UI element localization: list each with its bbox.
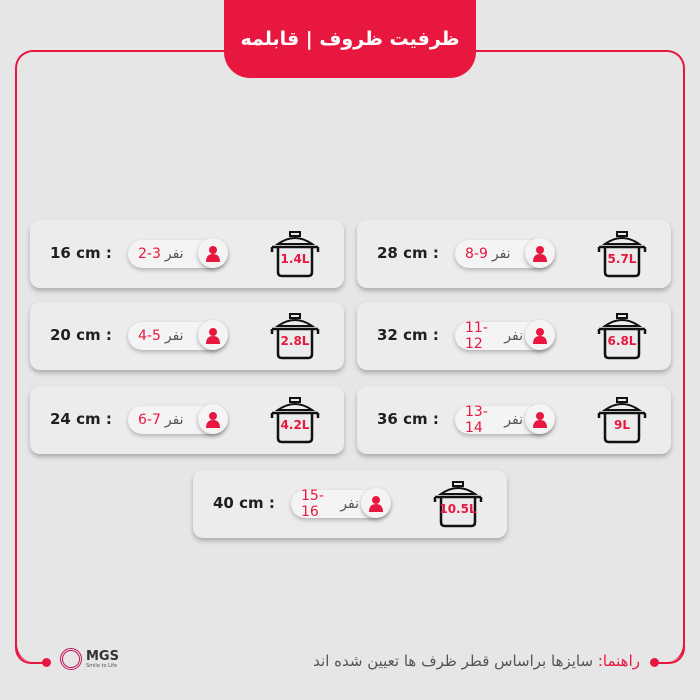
person-icon (361, 488, 391, 518)
servings-unit: نفر (340, 496, 359, 512)
servings-count: 15-16 (301, 488, 324, 520)
servings-unit: نفر (164, 328, 184, 344)
diameter-label: 20 cm : (50, 326, 112, 344)
pot-icon: 2.8L (270, 312, 320, 360)
volume-label: 6.8L (607, 334, 637, 348)
servings-count: 4-5 (138, 328, 161, 344)
person-icon (525, 404, 555, 434)
pot-icon: 5.7L (597, 230, 647, 278)
size-card: 28 cm : نفر 8-9 5.7L (357, 220, 671, 288)
footer-note: راهنما: سایزها براساس قطر ظرف ها تعیین ش… (313, 652, 640, 670)
person-icon (525, 320, 555, 350)
pot-icon: 10.5L (433, 480, 483, 528)
person-icon (525, 238, 555, 268)
volume-label: 10.5L (439, 502, 477, 516)
size-card: 40 cm : نفر 15-16 10.5L (193, 470, 507, 538)
servings-unit: نفر (164, 412, 184, 428)
servings-pill: نفر 15-16 (291, 488, 391, 520)
frame-dot (650, 658, 659, 667)
volume-label: 4.2L (280, 418, 310, 432)
footer-label: راهنما: (597, 652, 640, 670)
size-card: 24 cm : نفر 6-7 4.2L (30, 386, 344, 454)
volume-label: 1.4L (280, 252, 310, 266)
servings-pill: نفر 11-12 (455, 320, 555, 352)
frame-corner (15, 640, 47, 664)
size-card: 20 cm : نفر 4-5 2.8L (30, 302, 344, 370)
servings-pill: نفر 8-9 (455, 238, 555, 268)
servings-unit: نفر (164, 246, 184, 262)
size-card: 32 cm : نفر 11-12 6.8L (357, 302, 671, 370)
volume-label: 5.7L (607, 252, 637, 266)
pot-icon: 6.8L (597, 312, 647, 360)
pot-icon: 1.4L (270, 230, 320, 278)
pot-icon: 4.2L (270, 396, 320, 444)
frame-corner (653, 640, 685, 664)
diameter-label: 40 cm : (213, 494, 275, 512)
footer-text: سایزها براساس قطر ظرف ها تعیین شده اند (313, 652, 598, 670)
size-card: 36 cm : نفر 13-14 9L (357, 386, 671, 454)
servings-pill: نفر 4-5 (128, 320, 228, 350)
volume-label: 9L (614, 418, 630, 432)
diameter-label: 36 cm : (377, 410, 439, 428)
logo: MGS Smile to Life (60, 648, 119, 670)
frame-dot (42, 658, 51, 667)
diameter-label: 16 cm : (50, 244, 112, 262)
servings-count: 6-7 (138, 412, 161, 428)
logo-name: MGS (86, 648, 119, 664)
servings-unit: نفر (504, 412, 523, 428)
logo-tagline: Smile to Life (86, 662, 118, 669)
diameter-label: 28 cm : (377, 244, 439, 262)
servings-pill: نفر 6-7 (128, 404, 228, 434)
page-title: ظرفیت ظروف | قابلمه (224, 0, 476, 78)
person-icon (198, 238, 228, 268)
diameter-label: 24 cm : (50, 410, 112, 428)
servings-count: 8-9 (465, 246, 488, 262)
servings-count: 11-12 (465, 320, 488, 352)
servings-pill: نفر 2-3 (128, 238, 228, 268)
servings-count: 13-14 (465, 404, 488, 436)
person-icon (198, 320, 228, 350)
servings-count: 2-3 (138, 246, 161, 262)
person-icon (198, 404, 228, 434)
servings-pill: نفر 13-14 (455, 404, 555, 436)
diameter-label: 32 cm : (377, 326, 439, 344)
servings-unit: نفر (491, 246, 511, 262)
pot-icon: 9L (597, 396, 647, 444)
volume-label: 2.8L (280, 334, 310, 348)
size-card: 16 cm : نفر 2-3 1.4L (30, 220, 344, 288)
servings-unit: نفر (504, 328, 523, 344)
logo-icon (60, 648, 82, 670)
